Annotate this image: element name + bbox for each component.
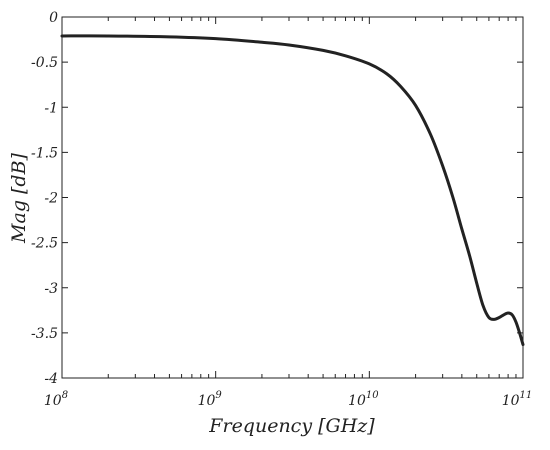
y-tick-label: -1.5 xyxy=(31,145,58,161)
y-tick-label: -0.5 xyxy=(31,55,58,71)
x-tick-label: 109 xyxy=(198,390,223,409)
x-tick-label: 108 xyxy=(44,390,68,409)
y-axis-title: Mag [dB] xyxy=(8,152,30,244)
x-axis-title: Frequency [GHz] xyxy=(208,415,375,437)
y-tick-label: 0 xyxy=(49,10,58,26)
series-line xyxy=(60,34,525,347)
y-tick-label: -3.5 xyxy=(31,326,58,342)
y-tick-label: -4 xyxy=(44,371,58,387)
x-tick-labels: 108 109 1010 1011 xyxy=(44,390,532,409)
x-tick-label: 1010 xyxy=(348,390,379,409)
major-ticks xyxy=(61,16,524,379)
minor-ticks xyxy=(107,17,517,378)
y-tick-label: -1 xyxy=(44,100,58,116)
y-tick-label: -2 xyxy=(44,191,58,207)
y-tick-label: -3 xyxy=(44,281,58,297)
y-tick-label: -2.5 xyxy=(31,236,58,252)
y-tick-labels: 0 -0.5 -1 -1.5 -2 -2.5 -3 -3.5 -4 xyxy=(31,10,58,387)
x-tick-label: 1011 xyxy=(502,390,533,409)
